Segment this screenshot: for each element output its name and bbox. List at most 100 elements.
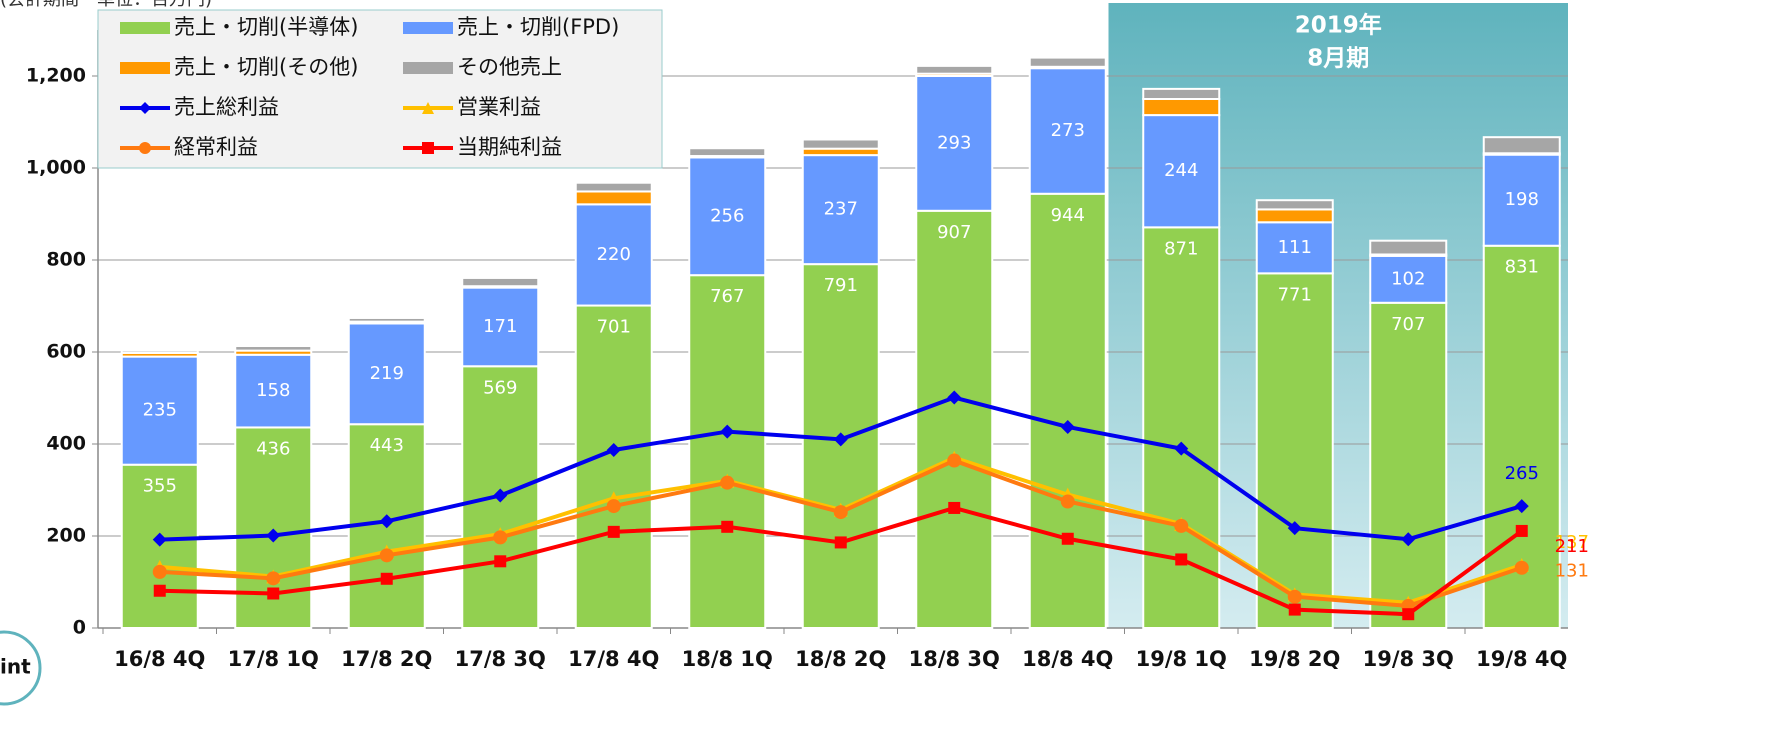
line-marker	[153, 584, 166, 597]
bar-value-label: 871	[1164, 238, 1198, 259]
bar-value-label: 831	[1505, 257, 1539, 278]
legend-label: 売上・切削(その他)	[174, 55, 358, 79]
bar-segment	[234, 345, 313, 352]
x-tick-label: 17/8 4Q	[568, 647, 659, 671]
line-marker	[1287, 589, 1302, 604]
x-tick-label: 18/8 3Q	[909, 647, 1000, 671]
line-end-label: 265	[1505, 463, 1539, 484]
bar-segment	[574, 181, 653, 193]
bar-value-label: 293	[937, 132, 971, 153]
bar-segment	[1255, 221, 1334, 275]
line-marker	[947, 453, 962, 468]
line-marker	[493, 530, 508, 545]
bar-value-label: 256	[710, 205, 744, 226]
x-tick-label: 19/8 2Q	[1249, 647, 1340, 671]
bar-segment	[461, 286, 540, 368]
legend-swatch	[120, 62, 170, 74]
line-marker	[1514, 560, 1529, 575]
bar-segment	[574, 304, 653, 629]
legend-label: 営業利益	[457, 95, 541, 119]
line-marker	[494, 555, 507, 568]
bar-value-label: 111	[1278, 237, 1312, 258]
bar-value-label: 198	[1505, 189, 1539, 210]
line-marker	[379, 548, 394, 563]
bar-value-label: 443	[370, 435, 404, 456]
line-marker	[606, 499, 621, 514]
line-marker	[607, 525, 620, 538]
line-marker	[266, 528, 281, 543]
line-marker	[1287, 521, 1302, 536]
line-marker	[266, 571, 281, 586]
bar-value-label: 219	[370, 363, 404, 384]
bar-segment	[1028, 56, 1107, 68]
line-marker	[1288, 603, 1301, 616]
bar-value-label: 355	[143, 476, 177, 497]
line-marker	[152, 532, 167, 547]
line-marker	[1174, 441, 1189, 456]
bar-segment	[1482, 136, 1561, 155]
bar-value-label: 907	[937, 222, 971, 243]
bar-segment	[1142, 114, 1221, 229]
period-label: 8月期	[1307, 46, 1369, 72]
bar-segment	[347, 322, 426, 426]
bar-value-label: 701	[597, 317, 631, 338]
line-marker	[833, 505, 848, 520]
bar-segment	[688, 147, 767, 158]
bar-value-label: 158	[256, 380, 290, 401]
line-marker	[1060, 419, 1075, 434]
x-tick-label: 17/8 1Q	[228, 647, 319, 671]
bar-segment	[915, 64, 994, 75]
bar-segment	[1482, 153, 1561, 247]
bar-value-label: 944	[1051, 205, 1085, 226]
bar-segment	[1255, 208, 1334, 224]
bar-value-label: 102	[1391, 268, 1425, 289]
bar-segment	[1142, 87, 1221, 100]
x-tick-label: 19/8 4Q	[1476, 647, 1567, 671]
bar-segment	[461, 276, 540, 288]
y-tick-label: 600	[46, 341, 86, 363]
line-marker	[721, 520, 734, 533]
bar-segment	[1255, 199, 1334, 211]
bar-segment	[574, 203, 653, 307]
bar-value-label: 707	[1391, 314, 1425, 335]
x-tick-label: 18/8 4Q	[1022, 647, 1113, 671]
bar-value-label: 569	[483, 377, 517, 398]
bar-value-label: 235	[143, 400, 177, 421]
bar-segment	[915, 75, 994, 212]
legend-marker	[422, 102, 434, 114]
line-end-label: 137	[1555, 532, 1589, 553]
legend-label: 当期純利益	[457, 135, 562, 159]
legend-label: 売上総利益	[174, 95, 279, 119]
bar-segment	[1369, 239, 1448, 256]
legend-marker	[422, 142, 434, 154]
bar-segment	[801, 138, 880, 150]
line-marker	[1401, 532, 1416, 547]
x-tick-label: 19/8 1Q	[1136, 647, 1227, 671]
subtitle: (会計期間 単位：百万円)	[0, 0, 212, 10]
line-marker	[267, 587, 280, 600]
line-marker	[948, 501, 961, 514]
x-tick-label: 16/8 4Q	[114, 647, 205, 671]
period-label: 2019年	[1295, 12, 1382, 39]
y-tick-label: 1,000	[26, 157, 86, 179]
legend-swatch	[120, 22, 170, 34]
badge-circle	[0, 630, 42, 706]
line-end-label: 131	[1555, 561, 1589, 582]
legend-marker	[139, 142, 151, 154]
line-marker	[1402, 608, 1415, 621]
line-marker	[1060, 494, 1075, 509]
line-marker	[720, 475, 735, 490]
y-tick-label: 800	[46, 249, 86, 271]
legend-marker	[139, 102, 151, 114]
line-marker	[720, 424, 735, 439]
bar-value-label: 767	[710, 286, 744, 307]
legend-swatch	[403, 62, 453, 74]
bar-segment	[120, 349, 199, 354]
legend-label: 売上・切削(半導体)	[174, 15, 358, 39]
line-end-label: 211	[1555, 536, 1589, 557]
legend-label: その他売上	[457, 55, 562, 79]
legend-box	[97, 9, 663, 169]
line-marker	[1515, 524, 1528, 537]
bar-value-label: 220	[597, 244, 631, 265]
